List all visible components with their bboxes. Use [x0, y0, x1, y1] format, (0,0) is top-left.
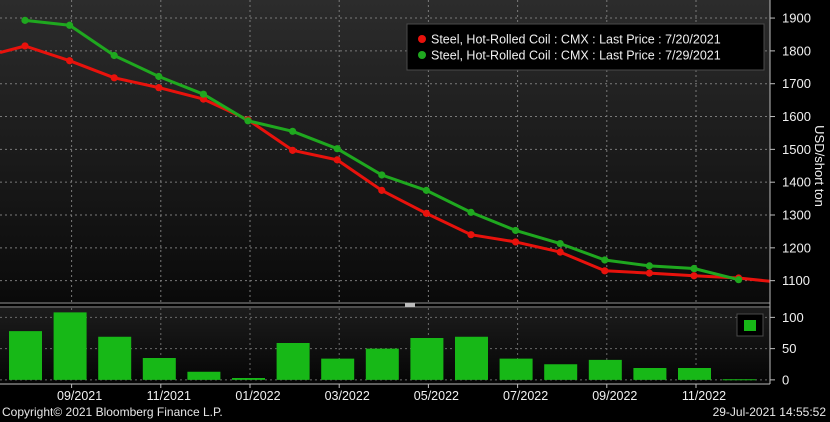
- series-point: [601, 256, 609, 264]
- x-tick-label: 05/2022: [414, 389, 459, 403]
- series-point: [422, 186, 430, 194]
- volume-bar: [588, 359, 622, 380]
- series-point: [467, 231, 475, 239]
- volume-bar: [98, 336, 132, 380]
- volume-bar: [276, 343, 310, 380]
- x-tick-label: 09/2022: [592, 389, 637, 403]
- series-point: [690, 264, 698, 273]
- series-point: [511, 226, 520, 235]
- copyright-text: Copyright© 2021 Bloomberg Finance L.P.: [2, 405, 223, 419]
- series-point: [378, 186, 386, 194]
- y-tick-label: 1300: [782, 208, 811, 223]
- volume-bar: [633, 368, 667, 380]
- series-point: [645, 269, 654, 277]
- volume-bar: [9, 331, 42, 380]
- legend-label: Steel, Hot-Rolled Coil : CMX : Last Pric…: [431, 49, 721, 63]
- y-tick-label: 1800: [782, 43, 811, 58]
- volume-bar: [142, 358, 176, 380]
- x-tick-label: 11/2022: [682, 389, 726, 403]
- volume-bar: [544, 364, 578, 380]
- legend: Steel, Hot-Rolled Coil : CMX : Last Pric…: [406, 23, 765, 337]
- series-point: [601, 267, 609, 275]
- y-tick-label: 1700: [782, 76, 811, 91]
- series-point: [155, 84, 163, 92]
- legend-marker: [418, 35, 426, 43]
- y-tick-label: 1600: [782, 109, 811, 124]
- series-point: [511, 238, 520, 246]
- series-point: [556, 248, 564, 256]
- line-series: [0, 16, 771, 284]
- volume-bar: [455, 336, 488, 380]
- panel-resize-handle: [405, 303, 415, 307]
- bar-legend-swatch: [744, 320, 756, 331]
- series-point: [21, 16, 29, 24]
- volume-bar: [321, 358, 355, 380]
- y-axis-label: USD/short ton: [812, 125, 827, 207]
- volume-bar: [187, 371, 221, 380]
- series-point: [422, 209, 430, 217]
- volume-bar: [365, 348, 399, 380]
- x-tick-label: 09/2021: [57, 389, 102, 403]
- series-point: [690, 272, 698, 280]
- legend-box: [406, 23, 765, 71]
- series-point: [467, 208, 475, 216]
- series-point: [110, 51, 118, 60]
- series-point: [333, 156, 341, 164]
- series-point: [66, 57, 74, 65]
- series-point: [66, 21, 74, 29]
- x-tick-label: 03/2022: [325, 389, 370, 403]
- volume-bar: [232, 378, 265, 380]
- series-point: [333, 145, 341, 153]
- volume-bar: [722, 379, 756, 381]
- series-point: [645, 262, 654, 270]
- series-point: [244, 117, 252, 125]
- y-tick-label: 1400: [782, 175, 811, 190]
- y-tick-label: 1200: [782, 240, 811, 255]
- lower-y-tick-label: 0: [782, 372, 789, 387]
- x-tick-label: 01/2022: [235, 389, 280, 403]
- x-tick-label: 11/2021: [147, 389, 191, 403]
- series-point: [110, 74, 118, 82]
- legend-label: Steel, Hot-Rolled Coil : CMX : Last Pric…: [431, 33, 721, 47]
- volume-bar: [678, 368, 711, 380]
- x-tick-label: 07/2022: [503, 389, 548, 403]
- series-point: [199, 95, 207, 103]
- timestamp-text: 29-Jul-2021 14:55:52: [712, 405, 826, 419]
- series-point: [155, 72, 163, 81]
- series-point: [21, 42, 29, 50]
- y-tick-label: 1100: [782, 273, 810, 288]
- series-point: [378, 171, 386, 179]
- legend-marker: [418, 51, 426, 59]
- series-point: [556, 239, 564, 248]
- volume-bar: [410, 338, 444, 380]
- series-point: [289, 127, 297, 135]
- series-point: [289, 146, 297, 154]
- lower-y-tick-label: 100: [782, 310, 804, 325]
- axes: 1100 1200 1300 1400 1500 1600 1700 1800 1900 0 50 1…: [0, 0, 827, 403]
- bar-series: [9, 312, 756, 381]
- volume-bar: [53, 312, 87, 380]
- y-tick-label: 1500: [782, 142, 811, 157]
- volume-bar: [499, 358, 533, 380]
- series-point: [735, 276, 743, 284]
- series-point: [199, 90, 207, 98]
- y-tick-label: 1900: [782, 11, 811, 26]
- lower-y-tick-label: 50: [782, 341, 796, 356]
